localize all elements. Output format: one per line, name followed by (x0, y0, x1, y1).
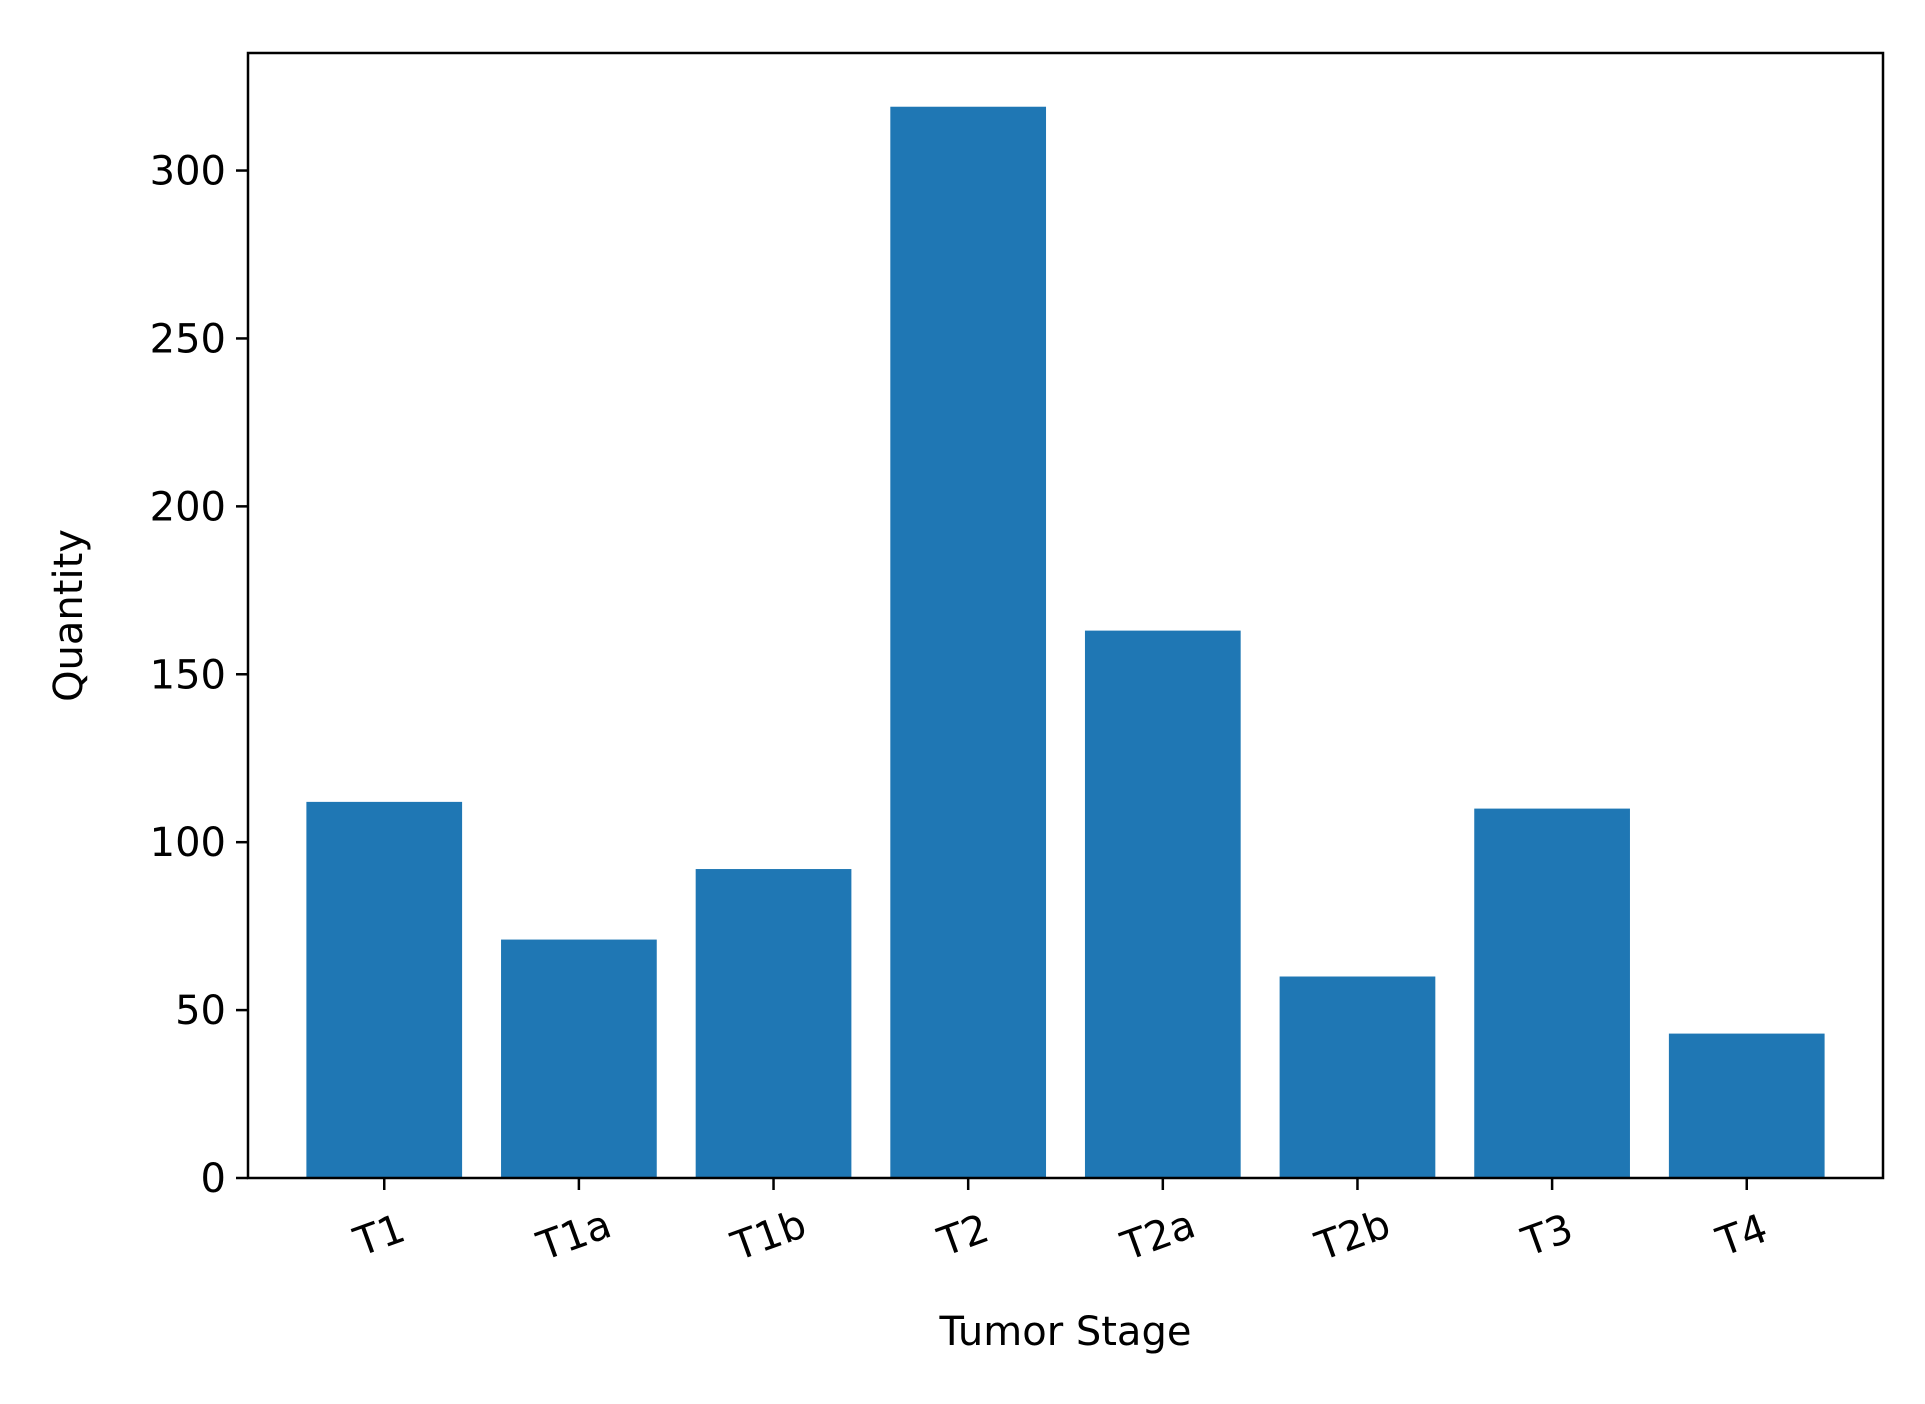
bar-t1a (501, 939, 657, 1178)
x-tick-label-t3: T3 (1515, 1206, 1579, 1267)
bar-t3 (1474, 808, 1630, 1178)
y-tick-label: 150 (150, 652, 226, 698)
y-tick-label: 50 (175, 988, 226, 1034)
x-axis-ticks: T1 T1a T1b T2 T2a T2b T3 T4 (348, 1178, 1774, 1271)
x-tick-label-t1a: T1a (531, 1201, 618, 1270)
x-tick-label-t1b: T1b (725, 1201, 812, 1270)
plot-frame (246, 51, 1885, 1180)
y-axis-label: Quantity (46, 529, 92, 702)
x-axis-label: Tumor Stage (939, 1309, 1192, 1355)
bar-t1 (306, 801, 463, 1178)
bars-layer (306, 106, 1825, 1179)
x-tick-label-t2: T2 (931, 1206, 995, 1267)
y-tick-label: 0 (201, 1156, 226, 1202)
x-tick-label-t4: T4 (1710, 1206, 1774, 1267)
y-tick-label: 300 (150, 149, 226, 195)
bar-t2b (1279, 976, 1436, 1178)
x-tick-label-t2b: T2b (1309, 1201, 1396, 1270)
y-axis-ticks: 0 50 100 150 200 250 300 (150, 149, 248, 1202)
y-tick-label: 250 (150, 316, 226, 362)
x-tick-label-t1: T1 (348, 1206, 412, 1267)
x-tick-label-t2a: T2a (1115, 1201, 1202, 1270)
bar-t2a (1084, 630, 1241, 1178)
y-tick-label: 200 (150, 484, 226, 530)
y-tick-label: 100 (150, 820, 226, 866)
bar-t2 (890, 106, 1047, 1179)
bar-t4 (1668, 1033, 1825, 1178)
bar-t1b (695, 869, 852, 1178)
